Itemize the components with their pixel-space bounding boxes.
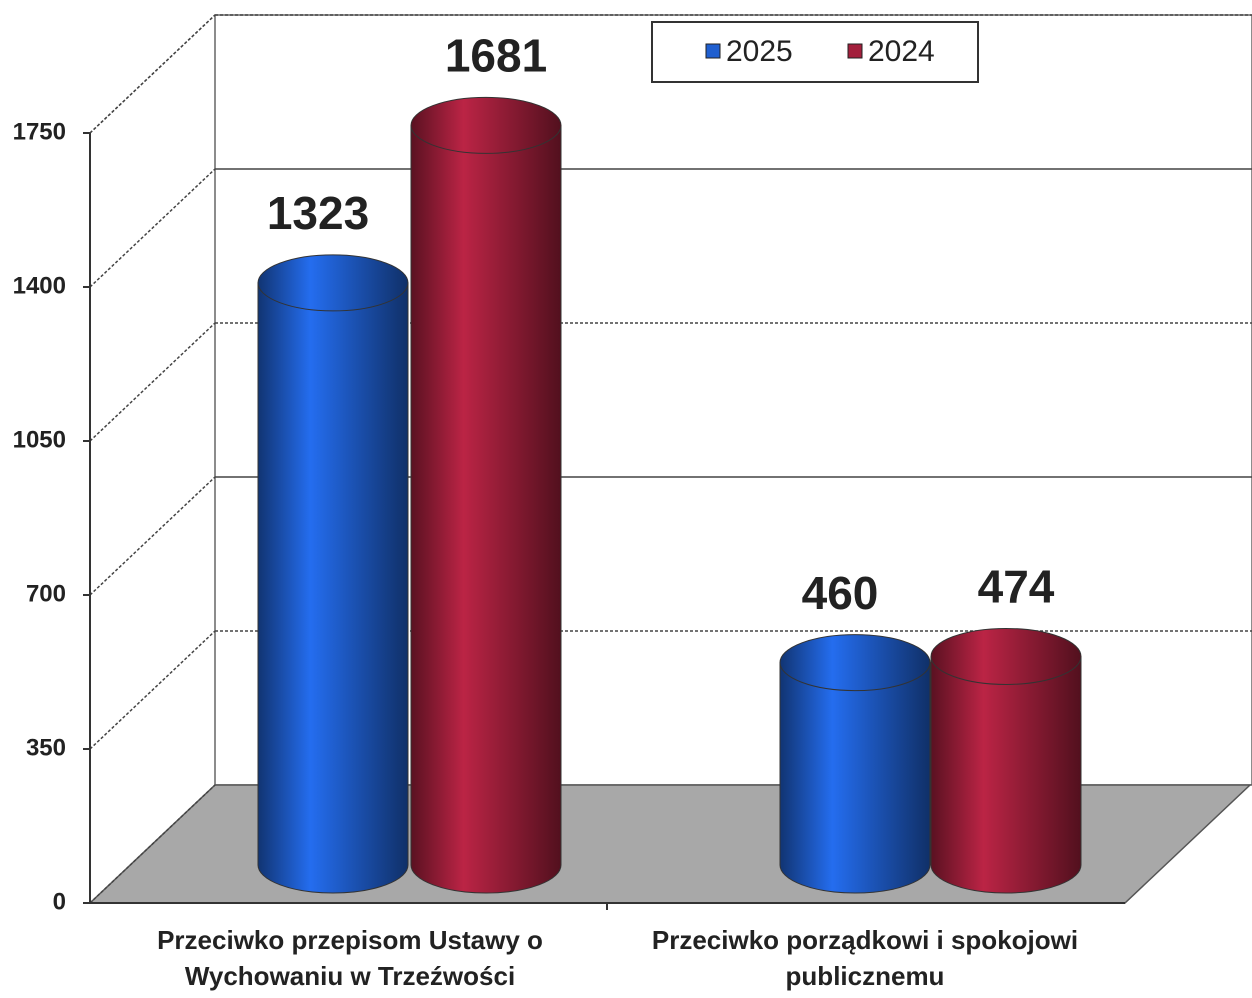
cylinder-body: [779, 662, 931, 894]
grid-line-side: [89, 476, 216, 596]
y-tick-label: 700: [26, 580, 66, 607]
y-tick-label: 1400: [13, 272, 66, 299]
grid-line-side: [89, 630, 216, 750]
cylinder-top: [410, 96, 562, 154]
cylinder-body: [930, 655, 1082, 894]
y-tick-label: 350: [26, 734, 66, 761]
legend-label: 2024: [868, 35, 935, 68]
cylinder-top: [930, 627, 1082, 685]
grid-line-side: [89, 784, 216, 904]
value-label: 460: [802, 567, 879, 619]
y-tick-label: 1750: [13, 118, 66, 145]
grid-line-side: [89, 322, 216, 442]
legend-label: 2025: [726, 35, 793, 68]
legend-swatch: [705, 43, 721, 59]
legend-swatch: [847, 43, 863, 59]
y-tick-label: 0: [53, 888, 66, 915]
y-tick-label: 1050: [13, 426, 66, 453]
cylinder-top: [257, 254, 409, 312]
grid-line-side: [89, 168, 216, 288]
category-label: Przeciwko przepisom Ustawy o Wychowaniu …: [157, 925, 543, 991]
cylinder-body: [410, 124, 562, 894]
cylinder-body: [257, 282, 409, 894]
grid-line-side: [89, 14, 216, 134]
category-label: Przeciwko porządkowi i spokojowi publicz…: [651, 925, 1079, 991]
value-label: 1323: [267, 187, 369, 239]
value-label: 474: [978, 561, 1055, 613]
value-label: 1681: [445, 30, 547, 82]
cylinder-top: [779, 634, 931, 692]
